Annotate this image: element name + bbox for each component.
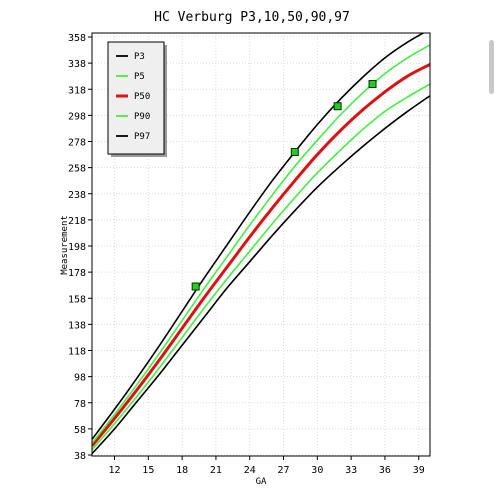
x-axis-label: GA [256,477,267,487]
chart-title: HC Verburg P3,10,50,90,97 [154,10,350,25]
x-tick-labels: 12 15 18 21 24 27 30 33 36 39 [109,456,425,476]
data-point-2 [333,102,342,111]
y-tick-label-11: 258 [68,164,86,175]
legend-label-p5: P5 [134,72,145,82]
x-tick-label-5: 27 [278,465,290,476]
x-tick-label-2: 18 [176,465,188,476]
y-tick-label-4: 118 [68,347,86,358]
y-tick-label-15: 338 [68,59,86,70]
x-tick-label-6: 30 [311,465,323,476]
y-tick-label-8: 198 [68,242,86,253]
data-point-3 [368,80,377,89]
y-tick-label-0: 38 [74,451,86,462]
y-tick-labels: 38 58 78 98 118 138 158 178 198 218 238 258 278 298 31… [68,33,92,462]
plot-frame [91,32,431,457]
y-tick-label-9: 218 [68,216,86,227]
y-tick-label-7: 178 [68,268,86,279]
y-tick-label-16: 358 [68,33,86,44]
x-tick-label-0: 12 [109,465,121,476]
x-tick-label-4: 24 [244,465,256,476]
y-tick-label-10: 238 [68,190,86,201]
x-tick-label-7: 33 [345,465,357,476]
series-line-p97 [92,33,425,440]
y-tick-label-5: 138 [68,320,86,331]
x-tick-label-9: 39 [413,465,425,476]
x-tick-label-8: 36 [379,465,391,476]
y-tick-label-12: 278 [68,138,86,149]
percentile-curves [92,33,430,455]
legend-label-p3: P3 [134,52,145,62]
legend-label-p97: P97 [134,132,150,142]
measurement-points [191,80,377,291]
y-tick-label-3: 98 [74,373,86,384]
y-tick-label-14: 318 [68,85,86,96]
y-axis-label: Measurement [60,215,70,275]
series-line-p50 [92,63,430,447]
data-point-1 [290,147,299,156]
series-line-p5 [92,83,430,451]
y-tick-label-6: 158 [68,294,86,305]
data-point-0 [191,282,200,291]
x-tick-label-3: 21 [210,465,222,476]
legend-label-p50: P50 [134,92,150,102]
grid-lines [92,33,430,456]
legend-label-p90: P90 [134,112,150,122]
y-tick-label-2: 78 [74,399,86,410]
legend: P3 P5 P50 P90 P97 [107,41,167,157]
y-tick-label-13: 298 [68,111,86,122]
y-tick-label-1: 58 [74,425,86,436]
x-tick-label-1: 15 [142,465,154,476]
scrollbar[interactable] [489,40,494,94]
series-line-p3 [92,95,430,455]
